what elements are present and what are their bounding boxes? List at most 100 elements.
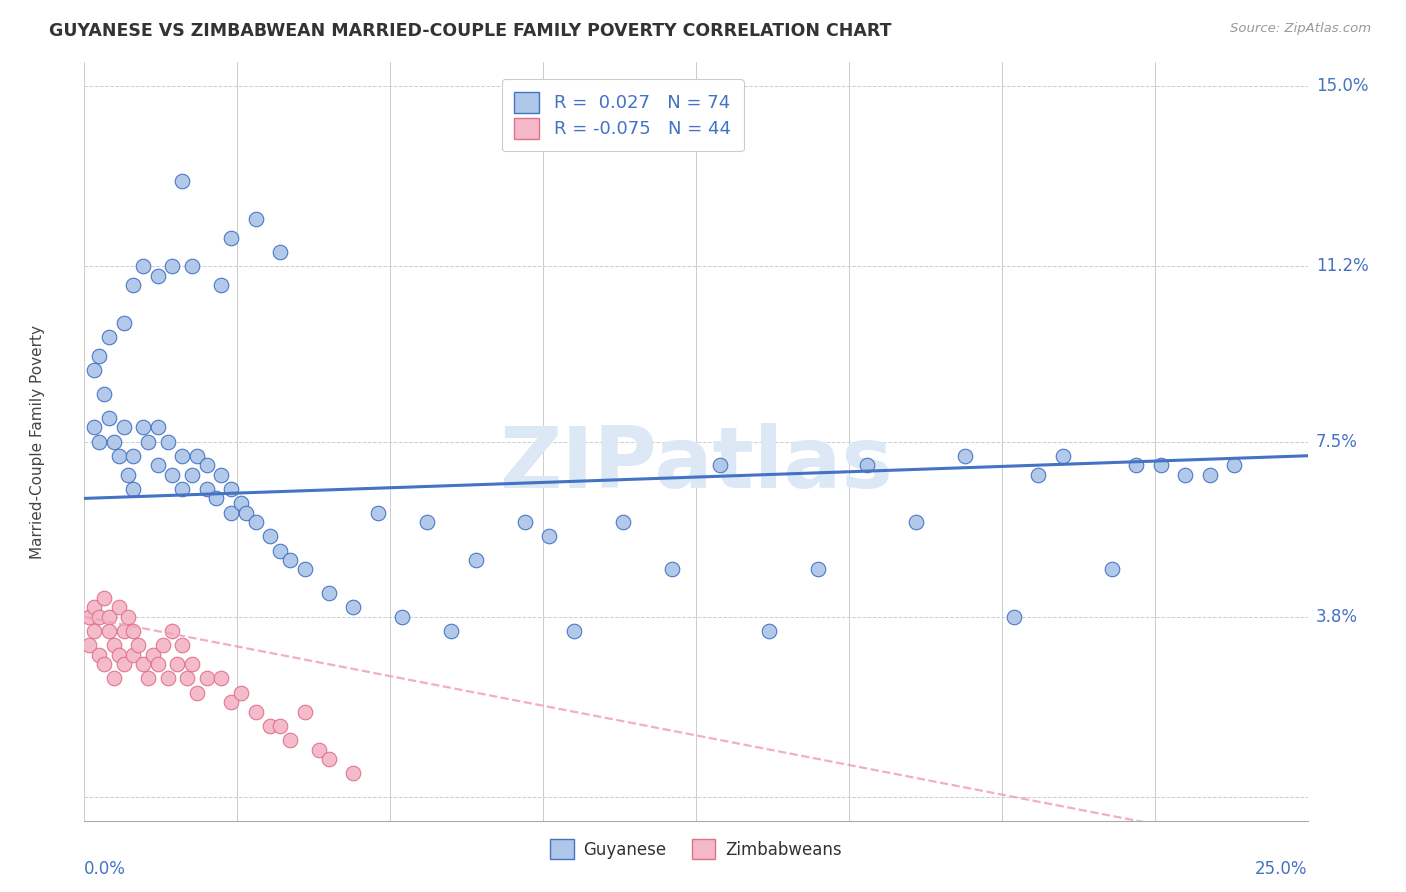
Point	[172, 482, 194, 496]
Text: 11.2%: 11.2%	[1316, 257, 1368, 276]
Point	[245, 515, 267, 529]
Point	[953, 449, 976, 463]
Point	[1150, 458, 1173, 473]
Point	[416, 515, 439, 529]
Text: 15.0%: 15.0%	[1316, 77, 1368, 95]
Point	[209, 278, 232, 293]
Point	[269, 719, 291, 733]
Point	[132, 420, 155, 434]
Point	[661, 562, 683, 576]
Point	[87, 349, 110, 363]
Point	[538, 529, 561, 543]
Point	[172, 638, 194, 652]
Point	[97, 330, 120, 344]
Point	[156, 672, 179, 686]
Point	[122, 624, 145, 639]
Point	[209, 467, 232, 482]
Point	[107, 449, 129, 463]
Point	[166, 657, 188, 672]
Point	[342, 600, 364, 615]
Point	[709, 458, 731, 473]
Point	[77, 610, 100, 624]
Point	[513, 515, 536, 529]
Text: Source: ZipAtlas.com: Source: ZipAtlas.com	[1230, 22, 1371, 36]
Point	[294, 562, 316, 576]
Point	[1028, 467, 1050, 482]
Point	[83, 624, 105, 639]
Text: GUYANESE VS ZIMBABWEAN MARRIED-COUPLE FAMILY POVERTY CORRELATION CHART: GUYANESE VS ZIMBABWEAN MARRIED-COUPLE FA…	[49, 22, 891, 40]
Point	[186, 686, 208, 700]
Point	[758, 624, 780, 639]
Point	[162, 624, 184, 639]
Point	[219, 506, 242, 520]
Point	[162, 467, 184, 482]
Point	[367, 506, 389, 520]
Point	[117, 610, 139, 624]
Point	[245, 211, 267, 226]
Point	[181, 259, 204, 273]
Point	[112, 420, 135, 434]
Point	[87, 434, 110, 449]
Point	[122, 482, 145, 496]
Point	[132, 657, 155, 672]
Point	[219, 231, 242, 245]
Point	[245, 705, 267, 719]
Text: 0.0%: 0.0%	[84, 860, 127, 878]
Point	[229, 496, 252, 510]
Point	[172, 449, 194, 463]
Point	[87, 648, 110, 662]
Point	[107, 648, 129, 662]
Point	[612, 515, 634, 529]
Point	[136, 672, 159, 686]
Point	[219, 695, 242, 709]
Point	[112, 624, 135, 639]
Point	[269, 244, 291, 259]
Legend: Guyanese, Zimbabweans: Guyanese, Zimbabweans	[544, 833, 848, 865]
Point	[1002, 610, 1025, 624]
Point	[107, 600, 129, 615]
Point	[77, 638, 100, 652]
Point	[269, 543, 291, 558]
Point	[391, 610, 413, 624]
Point	[205, 491, 228, 506]
Point	[162, 259, 184, 273]
Point	[112, 316, 135, 330]
Point	[103, 672, 125, 686]
Point	[278, 553, 301, 567]
Point	[1198, 467, 1220, 482]
Point	[103, 434, 125, 449]
Point	[181, 657, 204, 672]
Point	[127, 638, 149, 652]
Point	[562, 624, 585, 639]
Point	[856, 458, 879, 473]
Text: 3.8%: 3.8%	[1316, 607, 1358, 626]
Point	[122, 278, 145, 293]
Point	[97, 624, 120, 639]
Point	[195, 458, 218, 473]
Point	[294, 705, 316, 719]
Point	[112, 657, 135, 672]
Point	[146, 268, 169, 283]
Point	[1052, 449, 1074, 463]
Point	[122, 449, 145, 463]
Point	[132, 259, 155, 273]
Point	[1101, 562, 1123, 576]
Point	[195, 482, 218, 496]
Point	[1174, 467, 1197, 482]
Point	[83, 600, 105, 615]
Point	[1223, 458, 1246, 473]
Point	[259, 529, 281, 543]
Point	[278, 733, 301, 747]
Point	[308, 742, 330, 756]
Point	[93, 387, 115, 401]
Point	[195, 672, 218, 686]
Point	[97, 410, 120, 425]
Point	[186, 449, 208, 463]
Point	[142, 648, 165, 662]
Point	[318, 752, 340, 766]
Point	[440, 624, 463, 639]
Point	[905, 515, 928, 529]
Point	[103, 638, 125, 652]
Point	[97, 610, 120, 624]
Text: 7.5%: 7.5%	[1316, 433, 1358, 450]
